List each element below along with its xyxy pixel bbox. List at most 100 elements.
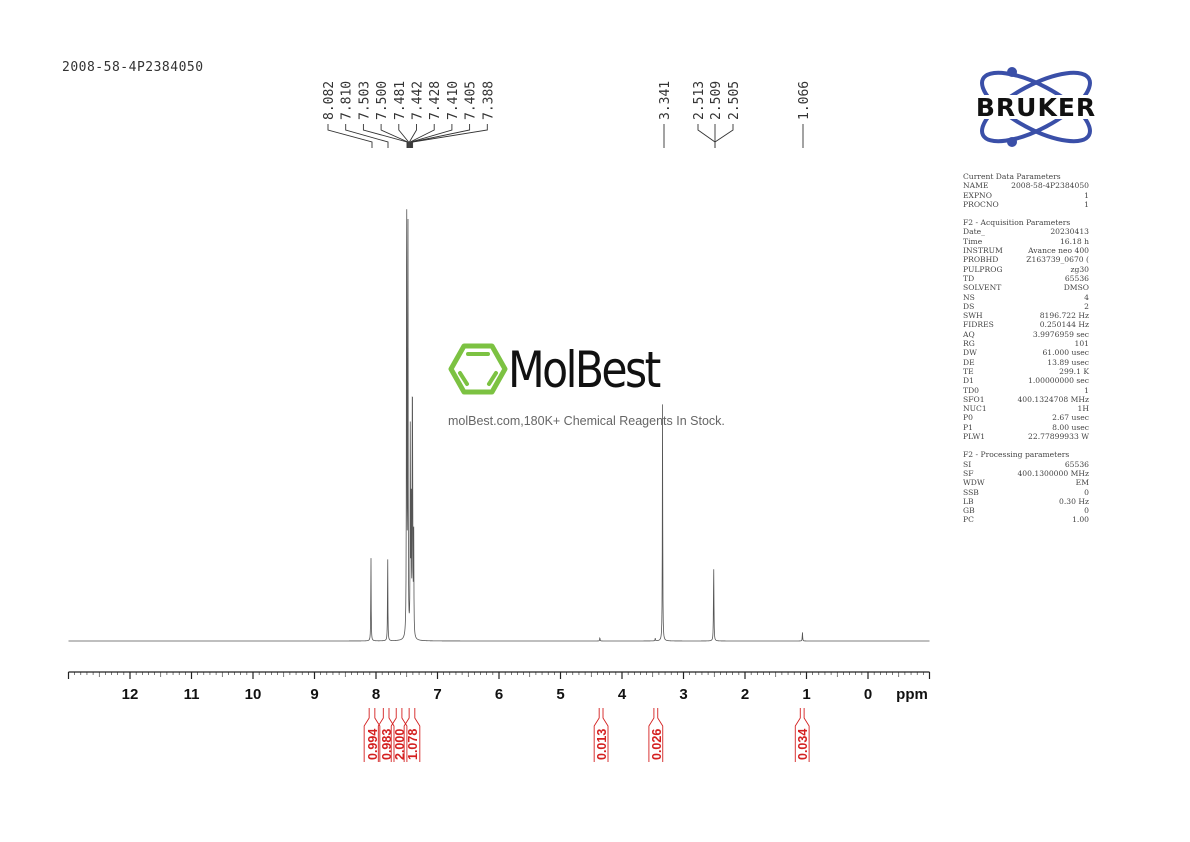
parameter-row: DS 2 [963, 302, 1089, 311]
integral-bracket [403, 708, 421, 762]
peak-label-leader [714, 124, 734, 148]
parameter-row: TD 65536 [963, 274, 1089, 283]
parameter-value: 0.250144 Hz [1039, 320, 1089, 330]
parameter-group-heading: F2 - Processing parameters [963, 450, 1070, 460]
integral-value: 2.000 [393, 729, 407, 760]
parameter-key: SFO1 [963, 394, 985, 404]
x-tick-label: 10 [245, 686, 262, 703]
parameter-row: AQ 3.9976959 sec [963, 330, 1089, 339]
peak-label-leader [410, 124, 453, 148]
parameter-value: DMSO [1063, 283, 1089, 293]
parameter-key: EXPNO [963, 190, 992, 200]
parameter-row: NAME 2008-58-4P2384050 [963, 181, 1089, 190]
parameter-value: 1.00000000 sec [1028, 376, 1089, 386]
molbest-hexagon-icon [448, 343, 508, 395]
x-tick-label: 1 [802, 686, 810, 703]
integral-bracket [648, 708, 664, 762]
integral-value: 0.013 [595, 729, 609, 760]
parameter-value: 0.30 Hz [1059, 496, 1089, 506]
parameter-value: 400.1324708 MHz [1017, 394, 1089, 404]
peak-label: 7.481 [393, 81, 408, 120]
parameter-key: DE [963, 357, 975, 367]
peak-label-leader [362, 124, 408, 148]
peak-label: 1.066 [797, 81, 812, 120]
parameter-row: Date_ 20230413 [963, 227, 1089, 236]
peak-label: 7.442 [411, 81, 426, 120]
parameter-value: 101 [1074, 339, 1090, 349]
parameter-key: D1 [963, 376, 974, 386]
parameter-value: 0 [1084, 506, 1089, 516]
peak-label-leader [398, 124, 410, 148]
parameter-row: RG 101 [963, 339, 1089, 348]
spectrum-line [68, 209, 930, 642]
peak-label-leader [412, 124, 488, 148]
parameter-row: GB 0 [963, 506, 1089, 515]
parameter-key: LB [963, 496, 974, 506]
peak-label-leader [411, 124, 471, 148]
parameter-key: AQ [963, 329, 975, 339]
peak-label: 2.513 [692, 81, 707, 120]
peak-label: 7.388 [481, 81, 496, 120]
parameter-group: F2 - Acquisition Parameters Date_ 20230413… [963, 218, 1089, 441]
integral-value: 0.994 [366, 729, 380, 760]
x-axis-label: ppm [896, 686, 928, 703]
parameter-key: TE [963, 366, 974, 376]
parameter-value: 1.00 [1072, 515, 1089, 525]
parameter-key: PULPROG [963, 264, 1003, 274]
peak-label: 7.810 [340, 81, 355, 120]
parameter-row: SFO1 400.1324708 MHz [963, 395, 1089, 404]
parameter-key: Time [963, 236, 983, 246]
parameter-key: SI [963, 459, 972, 469]
parameter-row: SF 400.1300000 MHz [963, 469, 1089, 478]
parameter-row: WDW EM [963, 478, 1089, 487]
peak-label-leader [697, 124, 716, 148]
peak-label: 7.500 [375, 81, 390, 120]
watermark-tagline: molBest.com,180K+ Chemical Reagents In S… [448, 414, 725, 428]
peak-label: 7.405 [464, 81, 479, 120]
parameter-value: 2 [1084, 301, 1089, 311]
parameter-key: SOLVENT [963, 283, 1002, 293]
parameter-row: PC 1.00 [963, 515, 1089, 524]
parameter-key: DS [963, 301, 975, 311]
parameter-group: F2 - Processing parameters SI 65536 SF 400.1… [963, 450, 1089, 524]
parameter-row: SSB 0 [963, 488, 1089, 497]
x-tick-label: 0 [864, 686, 872, 703]
peak-label: 3.341 [658, 81, 673, 120]
peak-label: 7.428 [428, 81, 443, 120]
x-tick-label: 4 [618, 686, 627, 703]
integral-value: 0.034 [796, 729, 810, 760]
parameter-row: PLW1 22.77899933 W [963, 432, 1089, 441]
parameter-row: PROBHD Z163739_0670 ( [963, 255, 1089, 264]
peak-label: 2.509 [709, 81, 724, 120]
parameter-row: FIDRES 0.250144 Hz [963, 320, 1089, 329]
integral-value: 0.983 [380, 729, 394, 760]
parameter-value: 16.18 h [1059, 236, 1089, 246]
parameter-key: SSB [963, 487, 979, 497]
parameter-key: P1 [963, 422, 973, 432]
parameter-value: 400.1300000 MHz [1017, 468, 1089, 478]
x-tick-label: 2 [741, 686, 749, 703]
parameter-key: PLW1 [963, 432, 986, 442]
molbest-watermark: MolBest [448, 341, 748, 401]
parameter-value: 1 [1084, 199, 1089, 209]
x-tick-label: 3 [679, 686, 687, 703]
peak-label: 8.082 [322, 81, 337, 120]
parameter-row: PULPROG zg30 [963, 265, 1089, 274]
parameter-key: P0 [963, 413, 973, 423]
peak-label-leader [408, 124, 417, 148]
parameter-group: Current Data Parameters NAME 2008-58-4P238… [963, 172, 1089, 209]
x-tick-label: 9 [310, 686, 318, 703]
parameter-key: PROCNO [963, 199, 999, 209]
integral-bracket [593, 708, 609, 762]
parameter-value: 22.77899933 W [1028, 432, 1089, 442]
parameter-key: NS [963, 292, 975, 302]
sample-title: 2008-58-4P2384050 [62, 60, 204, 75]
parameter-key: TD [963, 273, 975, 283]
parameter-key: DW [963, 348, 977, 358]
parameter-row: NS 4 [963, 293, 1089, 302]
peak-label: 7.503 [357, 81, 372, 120]
parameter-row: INSTRUM Avance neo 400 [963, 246, 1089, 255]
parameter-value: Avance neo 400 [1028, 246, 1089, 256]
parameter-value: 65536 [1064, 459, 1089, 469]
